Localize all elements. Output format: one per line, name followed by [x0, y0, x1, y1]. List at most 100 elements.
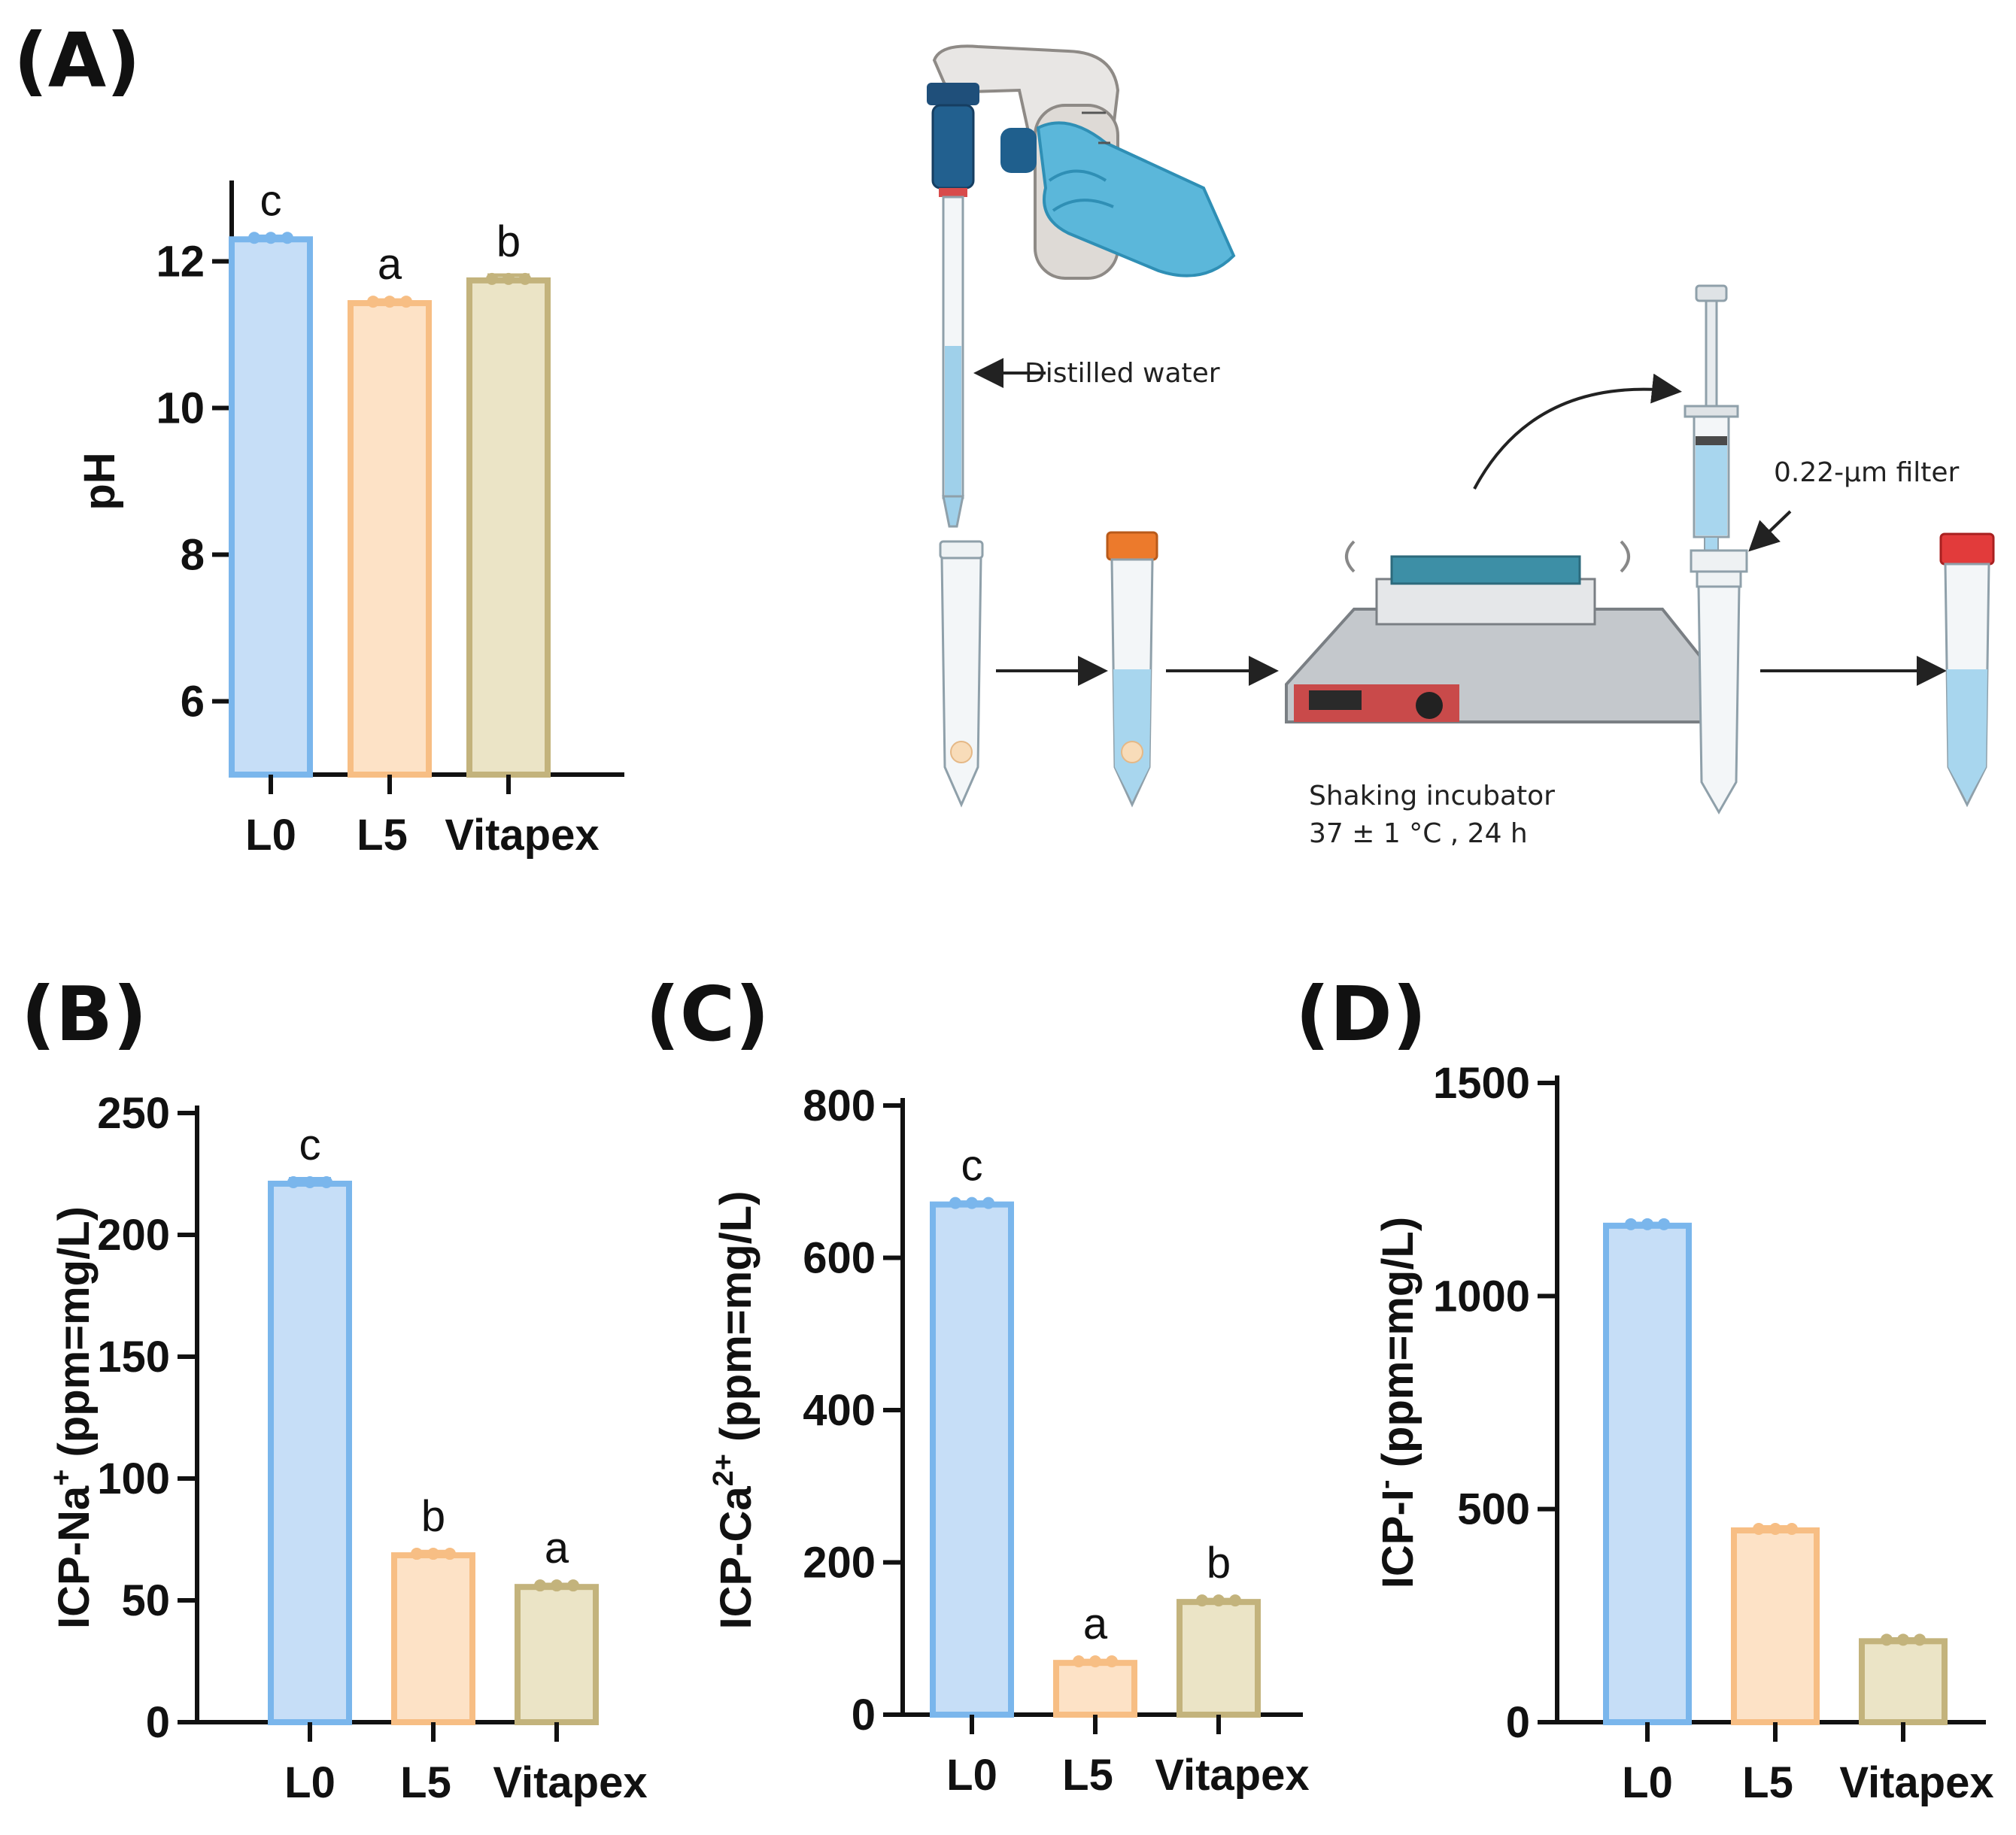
y-tick-label: 10	[156, 384, 205, 433]
y-tick-label: 12	[156, 238, 205, 287]
y-axis-title-unit: (ppm=mg/L)	[712, 1190, 761, 1454]
panel-label-c: (C)	[645, 970, 770, 1058]
data-point	[1641, 1218, 1653, 1230]
bar-l5	[1731, 1527, 1820, 1725]
panel-label-b: (B)	[21, 970, 147, 1058]
data-point	[411, 1548, 423, 1561]
data-point	[320, 1175, 332, 1188]
y-axis-title: pH	[75, 452, 124, 510]
chart-a: 6 8 10 12 pH L0 c L5 a Vitapex b	[75, 176, 624, 860]
significance-letter: b	[421, 1492, 445, 1541]
y-tick-label: 100	[97, 1454, 170, 1503]
category-label: Vitapex	[1155, 1751, 1309, 1800]
y-axis-title: ICP-Na+ (ppm=mg/L)	[46, 1206, 99, 1629]
category-label: Vitapex	[493, 1758, 647, 1807]
category-label: Vitapex	[445, 811, 599, 860]
data-point	[1625, 1218, 1637, 1230]
syringe-filter-icon	[1690, 549, 1748, 573]
data-point	[400, 296, 412, 308]
distilled-water-label: Distilled water	[1025, 358, 1220, 389]
category-label: L5	[1062, 1751, 1113, 1800]
data-point	[248, 232, 260, 244]
data-point	[304, 1175, 316, 1188]
bar-l0	[930, 1201, 1014, 1718]
data-point	[1229, 1594, 1241, 1607]
chart-b: 0 50 100 150 200 250 ICP-Na+ (ppm=mg/L) L0 c L5 b V…	[46, 1089, 648, 1807]
data-point	[281, 232, 293, 244]
filter-label: 0.22-μm filter	[1774, 457, 1960, 488]
data-point	[1753, 1523, 1765, 1535]
y-tick-label: 200	[97, 1211, 170, 1260]
data-point	[1073, 1655, 1085, 1668]
bar-vitapex	[1859, 1638, 1948, 1725]
data-point	[427, 1548, 439, 1561]
data-point	[502, 272, 515, 285]
capped-tube-icon	[1106, 531, 1158, 808]
y-tick-label: 800	[803, 1081, 876, 1130]
y-tick-label: 1500	[1433, 1059, 1530, 1108]
y-axis-title-unit: (ppm=mg/L)	[1374, 1217, 1422, 1480]
category-label: L5	[400, 1758, 451, 1807]
data-point	[1786, 1523, 1798, 1535]
y-tick-label: 8	[181, 531, 205, 580]
data-point	[265, 232, 277, 244]
filtrate-tube-icon	[1939, 532, 1995, 808]
y-axis-title-sup: -	[1370, 1479, 1401, 1489]
bar-l0	[229, 236, 313, 778]
significance-letter: c	[299, 1121, 321, 1169]
y-axis-title-sup: +	[46, 1470, 77, 1486]
y-tick-label: 600	[803, 1234, 876, 1283]
data-point	[1213, 1594, 1225, 1607]
y-axis-title-main: ICP-I	[1374, 1489, 1422, 1588]
y-tick-label: 250	[97, 1089, 170, 1138]
data-point	[982, 1197, 994, 1209]
bar-l0	[1603, 1222, 1692, 1726]
experiment-workflow-diagram: Distilled water Shaking incubator 37 ± 1…	[927, 44, 1995, 849]
bar-l5	[1053, 1660, 1137, 1718]
y-axis-title-sup: 2+	[708, 1454, 739, 1486]
category-label: L5	[1742, 1758, 1793, 1807]
y-axis-title-main: pH	[75, 452, 124, 510]
bar-l5	[348, 300, 432, 778]
significance-letter: b	[1207, 1539, 1231, 1588]
serological-pipette-icon	[942, 196, 964, 528]
significance-letter: c	[961, 1142, 983, 1190]
data-point	[1914, 1633, 1926, 1646]
bar-vitapex	[466, 277, 551, 778]
data-point	[567, 1579, 579, 1592]
y-tick-label: 50	[121, 1576, 170, 1625]
receiving-tube-icon	[1696, 570, 1742, 815]
significance-letter: b	[496, 217, 521, 266]
incubator-conditions-label: 37 ± 1 °C , 24 h	[1309, 818, 1528, 849]
data-point	[384, 296, 396, 308]
y-tick-label: 500	[1457, 1485, 1530, 1534]
data-point	[519, 272, 531, 285]
chart-d: 0 500 1000 1500 ICP-I- (ppm=mg/L) L0 L5 Vitapex	[1370, 1059, 1994, 1807]
data-point	[534, 1579, 546, 1592]
data-point	[486, 272, 498, 285]
data-point	[949, 1197, 961, 1209]
empty-tube-icon	[939, 540, 984, 808]
y-tick-label: 0	[1506, 1698, 1530, 1747]
significance-letter: c	[260, 176, 282, 225]
category-label: L0	[284, 1758, 335, 1807]
chart-c: 0 200 400 600 800 ICP-Ca2+ (ppm=mg/L) L0 c L5 a Vi…	[708, 1081, 1310, 1800]
data-point	[1089, 1655, 1101, 1668]
category-label: L0	[245, 811, 296, 860]
y-axis-title: ICP-I- (ppm=mg/L)	[1370, 1217, 1422, 1588]
panel-label-a: (A)	[14, 17, 141, 105]
y-tick-label: 0	[146, 1698, 170, 1747]
y-axis-title-main: ICP-Ca	[712, 1486, 761, 1630]
y-tick-label: 400	[803, 1386, 876, 1435]
syringe-icon	[1684, 284, 1739, 551]
data-point	[1658, 1218, 1670, 1230]
panel-label-d: (D)	[1295, 970, 1427, 1058]
data-point	[1881, 1633, 1893, 1646]
data-point	[367, 296, 379, 308]
y-axis-title-unit: (ppm=mg/L)	[50, 1206, 99, 1470]
incubator-label: Shaking incubator	[1309, 781, 1555, 811]
pipette-controller-icon	[927, 44, 1236, 280]
bar-vitapex	[1177, 1599, 1261, 1718]
bar-vitapex	[515, 1584, 599, 1725]
significance-letter: a	[378, 240, 402, 289]
